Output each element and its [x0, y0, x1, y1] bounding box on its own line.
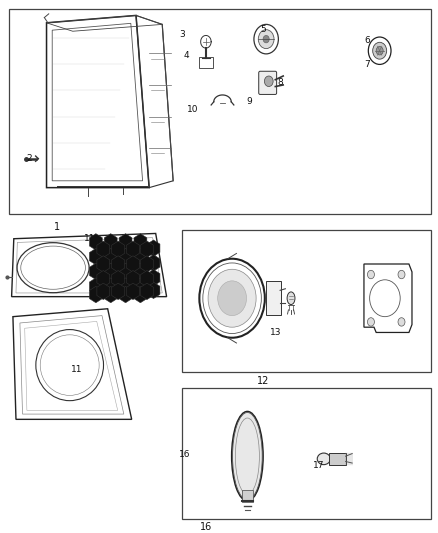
Circle shape [218, 281, 247, 316]
FancyBboxPatch shape [259, 71, 277, 94]
Polygon shape [127, 256, 139, 272]
Polygon shape [89, 263, 102, 280]
Polygon shape [97, 283, 110, 300]
Polygon shape [112, 241, 124, 257]
Bar [10, 9, 431, 214]
Text: 10: 10 [187, 105, 198, 114]
Circle shape [373, 42, 387, 59]
Text: 11: 11 [71, 365, 82, 374]
Text: 16: 16 [179, 450, 191, 459]
Circle shape [258, 30, 274, 49]
Polygon shape [134, 248, 147, 265]
Text: 11: 11 [85, 234, 96, 243]
Circle shape [367, 270, 374, 279]
Circle shape [398, 318, 405, 326]
Ellipse shape [317, 453, 330, 465]
Bar [182, 387, 431, 519]
Polygon shape [97, 241, 110, 257]
Polygon shape [89, 248, 102, 265]
Text: 2: 2 [26, 154, 32, 163]
Bar [182, 230, 431, 372]
Polygon shape [127, 271, 139, 287]
Polygon shape [119, 248, 132, 265]
Polygon shape [147, 282, 160, 298]
Polygon shape [104, 263, 117, 280]
Polygon shape [134, 263, 147, 280]
Text: 4: 4 [184, 52, 189, 60]
Text: 1: 1 [54, 222, 60, 232]
Polygon shape [147, 240, 160, 256]
Polygon shape [119, 233, 132, 250]
Polygon shape [141, 241, 153, 257]
Ellipse shape [232, 411, 263, 501]
Circle shape [208, 269, 256, 327]
Polygon shape [97, 256, 110, 272]
FancyBboxPatch shape [266, 281, 281, 315]
Polygon shape [112, 283, 124, 300]
Polygon shape [141, 283, 153, 300]
Polygon shape [119, 263, 132, 280]
Polygon shape [147, 270, 160, 286]
Polygon shape [104, 286, 117, 303]
Text: 7: 7 [364, 60, 370, 69]
Text: 9: 9 [247, 98, 252, 106]
Polygon shape [89, 286, 102, 303]
Polygon shape [134, 286, 147, 303]
Text: 17: 17 [313, 461, 324, 470]
Polygon shape [104, 233, 117, 250]
Polygon shape [119, 278, 132, 294]
Polygon shape [141, 256, 153, 272]
Text: 8: 8 [277, 78, 283, 87]
Text: 12: 12 [257, 376, 269, 386]
Polygon shape [97, 271, 110, 287]
Polygon shape [127, 241, 139, 257]
Polygon shape [127, 283, 139, 300]
Circle shape [376, 46, 383, 55]
Polygon shape [141, 271, 153, 287]
Polygon shape [104, 248, 117, 265]
Circle shape [263, 36, 269, 43]
Text: 5: 5 [260, 25, 265, 34]
Polygon shape [104, 278, 117, 294]
FancyBboxPatch shape [242, 490, 253, 502]
Text: 6: 6 [364, 36, 370, 45]
Polygon shape [119, 286, 132, 303]
Text: 13: 13 [270, 328, 282, 337]
Polygon shape [112, 271, 124, 287]
Polygon shape [147, 255, 160, 271]
Polygon shape [134, 233, 147, 250]
Text: 3: 3 [179, 30, 185, 39]
Ellipse shape [287, 292, 295, 304]
FancyBboxPatch shape [329, 453, 346, 465]
Polygon shape [89, 278, 102, 294]
Polygon shape [112, 256, 124, 272]
Circle shape [265, 76, 273, 86]
Polygon shape [89, 233, 102, 250]
Polygon shape [134, 278, 147, 294]
Text: 16: 16 [200, 522, 212, 532]
Circle shape [367, 318, 374, 326]
Circle shape [398, 270, 405, 279]
